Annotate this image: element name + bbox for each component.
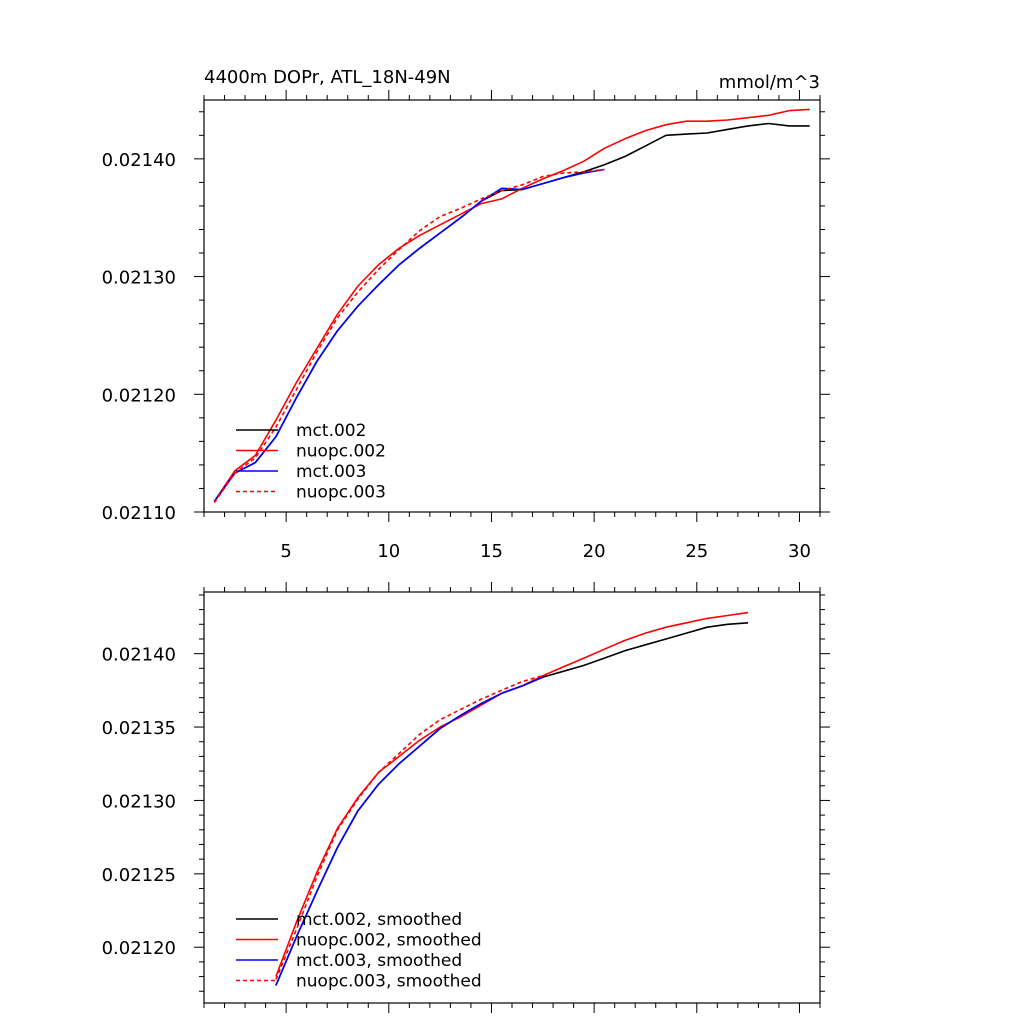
x-tick-label: 15 bbox=[480, 541, 503, 562]
legend-label: mct.003 bbox=[296, 462, 366, 482]
legend-label: mct.002, smoothed bbox=[296, 910, 462, 930]
series-line-nuopc-003-smoothed bbox=[275, 674, 544, 980]
x-tick-label: 30 bbox=[788, 541, 811, 562]
legend-label: nuopc.003 bbox=[296, 483, 386, 503]
legend-label: nuopc.002, smoothed bbox=[296, 931, 482, 951]
legend-label: nuopc.002 bbox=[296, 442, 386, 462]
y-tick-label: 0.02140 bbox=[102, 645, 176, 666]
y-tick-label: 0.02140 bbox=[102, 150, 176, 171]
chart-units: mmol/m^3 bbox=[719, 72, 820, 93]
y-tick-label: 0.02120 bbox=[102, 938, 176, 959]
series-line-mct-003 bbox=[213, 168, 605, 502]
series-line-mct-003-smoothed bbox=[275, 676, 544, 986]
legend-label: nuopc.003, smoothed bbox=[296, 972, 482, 992]
x-tick-label: 10 bbox=[377, 541, 400, 562]
y-tick-label: 0.02130 bbox=[102, 268, 176, 289]
top-panel: 5 10 15 20 25 30 0.02110 0.02120 0.02130 0.02140 m… bbox=[102, 90, 830, 562]
y-tick-label: 0.02120 bbox=[102, 385, 176, 406]
x-tick-label: 20 bbox=[583, 541, 606, 562]
series-line-nuopc-003 bbox=[213, 168, 605, 504]
y-tick-label: 0.02125 bbox=[102, 865, 176, 886]
x-tick-label: 5 bbox=[280, 541, 291, 562]
series-line-nuopc-002 bbox=[213, 108, 810, 502]
x-tick-label: 25 bbox=[685, 541, 708, 562]
y-tick-label: 0.02135 bbox=[102, 718, 176, 739]
chart-title: 4400m DOPr, ATL_18N-49N bbox=[204, 67, 451, 88]
legend-label: mct.002 bbox=[296, 421, 366, 441]
y-tick-label: 0.02130 bbox=[102, 791, 176, 812]
legend-label: mct.003, smoothed bbox=[296, 951, 462, 971]
y-tick-label: 0.02110 bbox=[102, 503, 176, 524]
bottom-panel: 0.02120 0.02125 0.02130 0.02135 0.02140 mct.0… bbox=[102, 582, 830, 1013]
